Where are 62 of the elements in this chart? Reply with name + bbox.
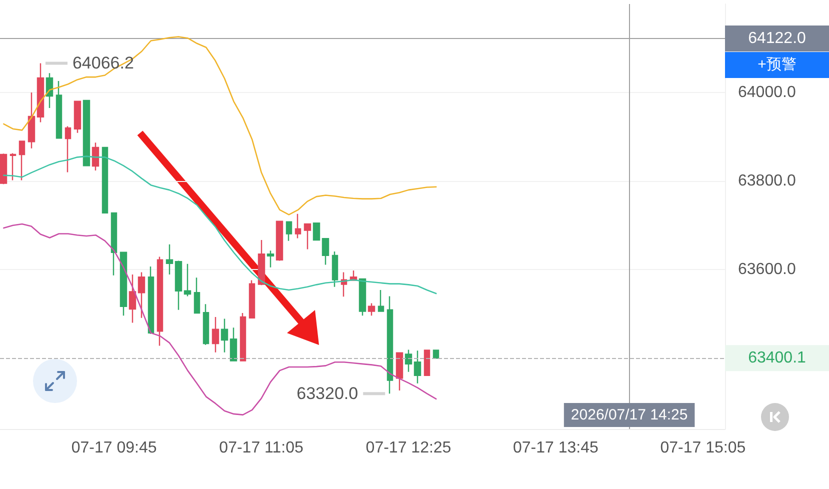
candlestick — [276, 220, 284, 262]
candlestick — [266, 250, 274, 268]
candlestick — [240, 312, 246, 362]
candlestick — [220, 318, 228, 354]
candlestick — [248, 280, 256, 318]
candlestick — [92, 142, 100, 172]
candlestick — [396, 352, 404, 392]
ref-line-label: 63400.1 — [748, 350, 806, 367]
candlestick — [74, 100, 82, 134]
candlestick — [194, 276, 200, 314]
candlestick — [258, 239, 266, 286]
y-tick-label: 63600.0 — [738, 261, 796, 278]
candlestick — [110, 212, 118, 276]
ref-line-label: 64122.0 — [748, 30, 806, 48]
candlestick — [378, 289, 384, 312]
annotation: 63320.0 — [296, 384, 358, 404]
candlestick — [414, 350, 422, 384]
candlestick — [28, 92, 36, 149]
x-tick-label: 07-17 13:45 — [513, 440, 599, 456]
candlestick — [156, 256, 164, 346]
line-series — [3, 156, 437, 294]
candlestick — [10, 152, 16, 181]
candlestick — [36, 62, 44, 123]
candlestick — [64, 126, 72, 173]
candlestick — [174, 260, 182, 311]
candlestick — [358, 278, 366, 316]
candlestick — [128, 274, 136, 324]
candlestick — [212, 316, 220, 354]
candlestick — [18, 140, 26, 181]
candlestick — [184, 263, 192, 297]
candlestick — [294, 213, 302, 239]
y-tick-label: 64000.0 — [738, 84, 796, 102]
candlestick — [120, 252, 128, 316]
y-tick-label: 63800.0 — [738, 172, 796, 190]
candlestick — [322, 238, 330, 266]
candlestick — [312, 222, 320, 241]
candlestick — [304, 223, 312, 250]
candlestick — [424, 350, 430, 376]
candlestick — [230, 327, 238, 362]
x-tick-label: 07-17 15:05 — [660, 440, 746, 456]
x-tick-label: 07-17 09:45 — [71, 440, 157, 456]
candlestick — [202, 304, 210, 346]
candlestick — [46, 72, 54, 109]
x-tick-label: 07-17 12:25 — [366, 440, 452, 456]
candlestick — [368, 302, 376, 316]
candlestick — [166, 244, 174, 276]
candlestick — [286, 221, 292, 242]
candlestick — [82, 99, 90, 166]
line-series — [3, 223, 437, 416]
candlestick — [404, 349, 412, 372]
ref-line-label: 2026/07/17 14:25 — [570, 406, 688, 424]
candlestick — [332, 250, 338, 288]
candlestick — [432, 350, 440, 359]
line-series — [3, 36, 437, 216]
candlestick — [102, 146, 108, 214]
alert-button: +预警 — [725, 52, 829, 78]
candlestick — [56, 80, 62, 139]
candlestick — [138, 272, 146, 318]
candlestick — [148, 266, 154, 334]
x-tick-label: 07-17 11:05 — [219, 440, 304, 456]
candlestick — [386, 296, 394, 394]
candlestick — [0, 153, 8, 185]
